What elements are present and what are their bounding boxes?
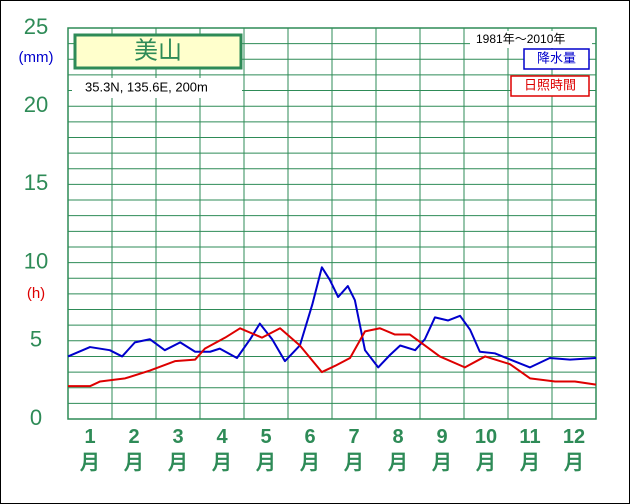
legend-box bbox=[523, 48, 590, 70]
title-box bbox=[73, 33, 243, 70]
x-tick-label: 12月 bbox=[562, 426, 586, 474]
y-axis-label: (mm) bbox=[19, 49, 54, 66]
subtitle: 35.3N, 135.6E, 200m bbox=[85, 79, 208, 94]
y2-axis-label: (h) bbox=[27, 285, 45, 302]
x-tick-label: 3月 bbox=[168, 426, 188, 474]
chart-title: 美山 bbox=[134, 37, 182, 64]
x-tick-label: 6月 bbox=[300, 426, 320, 474]
subtitle-bg bbox=[72, 78, 242, 98]
x-tick-label: 4月 bbox=[212, 426, 232, 474]
y-tick-label: 15 bbox=[24, 170, 48, 195]
legend-label: 日照時間 bbox=[524, 77, 576, 92]
x-tick-label: 7月 bbox=[344, 426, 364, 474]
y-tick-label: 25 bbox=[24, 14, 48, 39]
y-tick-label: 5 bbox=[30, 327, 42, 352]
y-tick-label: 0 bbox=[30, 405, 42, 430]
x-tick-label: 5月 bbox=[256, 426, 276, 474]
x-tick-label: 2月 bbox=[124, 426, 144, 474]
period-bg bbox=[470, 31, 592, 48]
y-tick-label: 20 bbox=[24, 92, 48, 117]
series-line bbox=[68, 327, 597, 388]
period: 1981年～2010年 bbox=[476, 32, 565, 46]
x-tick-label: 10月 bbox=[474, 426, 498, 474]
x-tick-label: 8月 bbox=[388, 426, 408, 474]
series-line bbox=[67, 266, 597, 369]
y-tick-label: 10 bbox=[24, 248, 48, 273]
legend-box bbox=[510, 75, 590, 97]
x-tick-label: 11月 bbox=[519, 426, 541, 474]
x-tick-label: 1月 bbox=[80, 426, 100, 474]
x-tick-label: 9月 bbox=[432, 426, 452, 474]
legend-label: 降水量 bbox=[537, 50, 576, 65]
